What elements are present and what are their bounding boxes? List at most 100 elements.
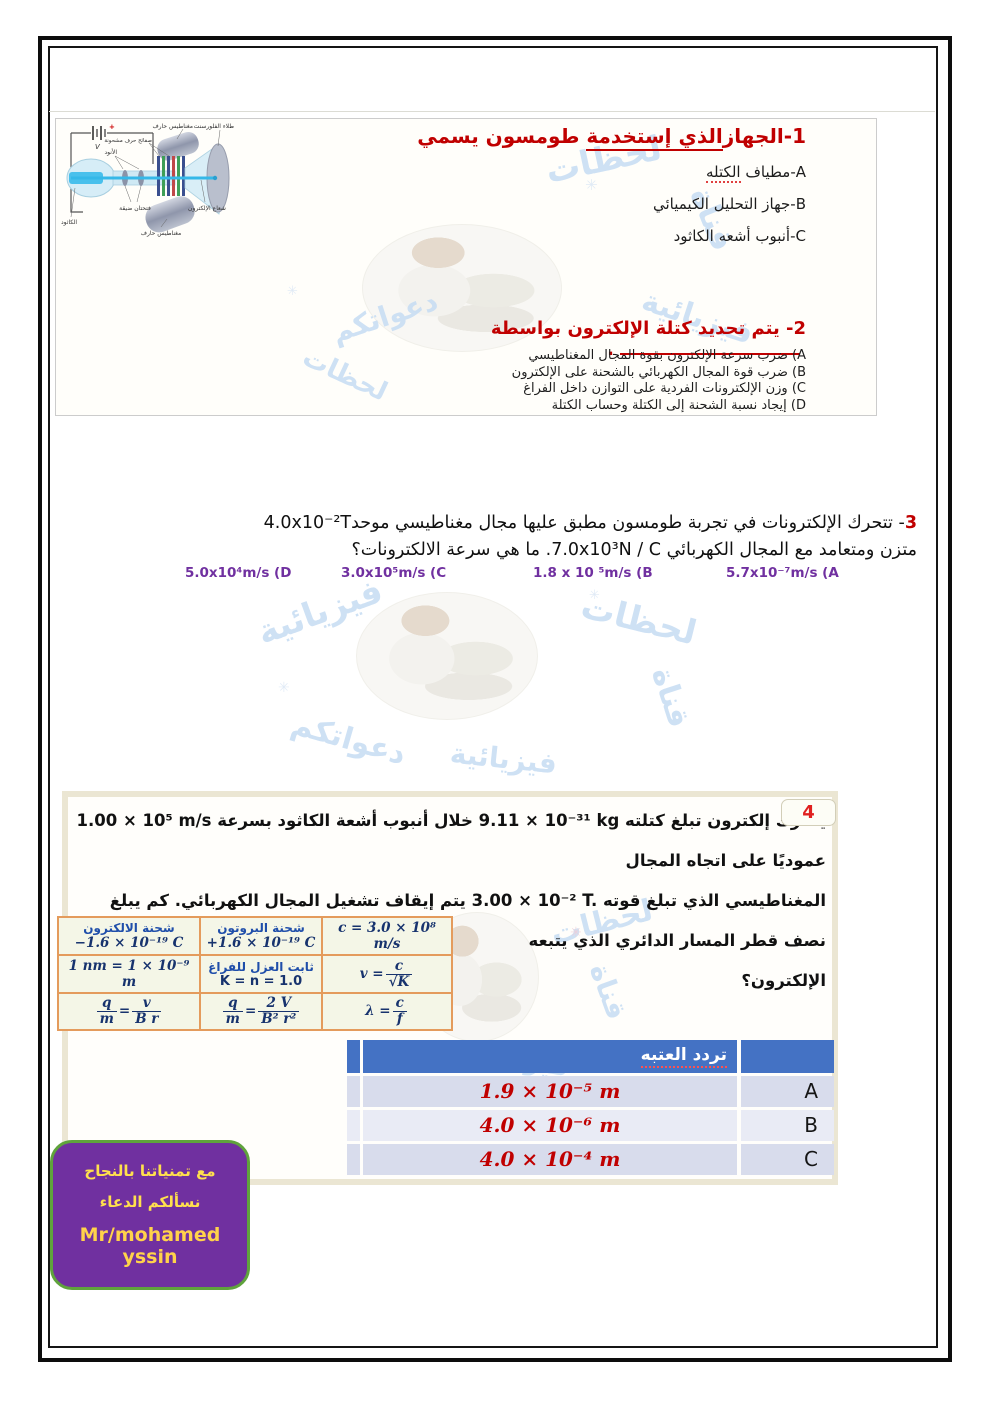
answer-table: تردد العتبه 1.9 × 10⁻⁵ m A 4.0 × 10⁻⁶ m … (347, 1040, 834, 1179)
answer-header-letter-col (741, 1040, 834, 1073)
c-num: c (392, 996, 407, 1012)
answer-value-c: 4.0 × 10⁻⁴ m (363, 1144, 737, 1175)
wishes-card: مع تمنياتنا بالنجاح نسألكم الدعاء Mr/moh… (50, 1140, 250, 1290)
q4-line2: المغناطيسي الذي تبلغ قوته ‪3.00 × 10⁻² T… (109, 891, 826, 950)
answer-header-spacer (347, 1040, 360, 1073)
nanometer-value: 1 nm = 1 × 10⁻⁹ m (68, 958, 190, 990)
nanometer-cell: 1 nm = 1 × 10⁻⁹ m (57, 954, 201, 994)
electron-charge-cell: شحنة الالكترون −1.6 × 10⁻¹⁹ C (57, 916, 201, 956)
f-den: f (396, 1011, 403, 1027)
q3-option-a: 5.7x10⁻⁷m/s (A (726, 565, 839, 581)
answer-row-spacer (347, 1144, 360, 1175)
battery-voltage-label: V (95, 143, 101, 151)
electron-charge-title: شحنة الالكترون (83, 921, 175, 935)
wavelength-formula-cell: λ = c f (321, 992, 453, 1031)
constants-table: شحنة الالكترون −1.6 × 10⁻¹⁹ C شحنة البرو… (57, 916, 453, 1031)
velocity-formula: v = c √K (359, 958, 414, 989)
wishes-line-1: مع تمنياتنا بالنجاح (84, 1162, 216, 1180)
label-leader-lines (70, 128, 221, 228)
electron-charge-value: −1.6 × 10⁻¹⁹ C (74, 935, 184, 951)
label-anode: الأنود (104, 148, 117, 156)
q3-option-c: 3.0x10⁵m/s (C (341, 565, 447, 581)
q3-option-b: 1.8 x 10 ⁵m/s (B (533, 565, 653, 581)
q2-options: A) ضرب سرعة الإلكترون بقوة المجال المغنا… (380, 348, 806, 414)
q2-title: 2- يتم تحديد كتلة الإلكترون بواسطة (490, 318, 806, 339)
b2r2-den: B² r² (261, 1011, 297, 1027)
q-num: q (222, 996, 243, 1012)
q2-option-c: C) وزن الإلكترونات الفردية على التوازن د… (523, 381, 806, 396)
answer-letter-b: B (741, 1110, 834, 1141)
dielectric-constant-value: K = n = 1.0 (219, 973, 303, 989)
v-equals: v = (359, 965, 384, 982)
answer-letter-a: A (741, 1076, 834, 1107)
q1-option-c: C-أنبوب أشعه الكاثود (420, 220, 806, 252)
divider-line (49, 111, 935, 112)
battery-wire-left (70, 133, 83, 213)
dielectric-constant-title: ثابت العزل للفراغ (208, 959, 314, 974)
q1-title-pre: 1-الجهاز (722, 124, 806, 148)
page-border-outer (38, 36, 952, 1362)
constants-row-2: 1 nm = 1 × 10⁻⁹ m ثابت العزل للفراغ K = … (57, 954, 453, 994)
beam-spot (212, 175, 218, 181)
qm-2v-formula-cell: q m = 2 V B² r² (199, 992, 323, 1031)
qm-br-formula-cell: q m = v B r (57, 992, 201, 1031)
dielectric-constant-cell: ثابت العزل للفراغ K = n = 1.0 (199, 954, 323, 994)
answer-row-spacer (347, 1076, 360, 1107)
proton-charge-cell: شحنة البروتون +1.6 × 10⁻¹⁹ C (199, 916, 323, 956)
label-charged-plates: صفائح حرف مشحونة (104, 138, 152, 144)
qm-br-formula: q m = v B r (95, 996, 164, 1027)
equals-sign: = (244, 1003, 257, 1019)
q4-question: يتحرك إلكترون تبلغ كتلته ‪9.11 × 10⁻³¹ k… (66, 801, 827, 1001)
q1-options: A-مطياف الكتله B-جهاز التحليل الكيميائي … (420, 156, 806, 252)
qm-2v-formula: q m = 2 V B² r² (221, 996, 302, 1027)
q-num: q (96, 996, 117, 1012)
constants-row-1: شحنة الالكترون −1.6 × 10⁻¹⁹ C شحنة البرو… (57, 916, 453, 956)
velocity-formula-cell: v = c √K (321, 954, 453, 994)
q4-line1: يتحرك إلكترون تبلغ كتلته ‪9.11 × 10⁻³¹ k… (76, 811, 827, 870)
page-border-inner (48, 46, 938, 1348)
bottom-magnet-cylinder (145, 196, 195, 233)
v-denominator: √K (388, 973, 410, 990)
q2-blank-line (620, 340, 800, 355)
q2-option-d: D) إيجاد نسبة الشحنة إلى الكتلة وحساب ال… (551, 397, 806, 413)
answer-header: تردد العتبه (363, 1040, 737, 1073)
q1-option-a-text: A-مطياف (740, 163, 806, 181)
q2-period: . (607, 339, 614, 360)
label-fluorescent-coating: طلاء الفلورسنت (194, 123, 235, 130)
answer-value-a: 1.9 × 10⁻⁵ m (363, 1076, 737, 1107)
label-cathode: الكاثود (61, 219, 77, 226)
q3-question: 3- تتحرك الإلكترونات في تجربة طومسون مطب… (55, 510, 917, 564)
label-deflecting-magnet-bottom: مغناطيس حارف (141, 230, 182, 237)
q1-option-b-text: B-جهاز التحليل الكيميائي (652, 195, 806, 213)
answer-letter-c: C (741, 1144, 834, 1175)
q1-option-a-underlined: الكتله (706, 163, 741, 183)
q3-line1-text: - تتحرك الإلكترونات في تجربة طومسون مطبق… (263, 513, 905, 533)
answer-value-b: 4.0 × 10⁻⁶ m (363, 1110, 737, 1141)
label-narrow-slits: فتحتان ضيقة (119, 205, 151, 212)
br-den: B r (135, 1011, 159, 1027)
q2-option-b: B) ضرب قوة المجال الكهربائي بالشحنة على … (511, 364, 806, 380)
answer-row-spacer (347, 1110, 360, 1141)
q1-option-a: A-مطياف الكتله (420, 156, 806, 188)
equals-sign: = (118, 1003, 131, 1019)
v-num: v (132, 996, 162, 1012)
q1-title-underlined: الذي إستخدمة (586, 124, 723, 151)
v-numerator: c (385, 958, 413, 975)
q3-number: 3 (904, 513, 917, 533)
label-electron-beam: شعاع الإلكترون (188, 205, 226, 212)
answer-header-text: تردد العتبه (640, 1045, 727, 1068)
q4-number-tab: 4 (781, 799, 836, 826)
q1-title-post: طومسون يسمي (417, 124, 587, 148)
speed-of-light-value: c = 3.0 × 10⁸ m/s (338, 920, 436, 952)
q3-option-d: 5.0x10⁴m/s (D (185, 565, 292, 581)
wavelength-formula: λ = c f (365, 996, 409, 1027)
q3-line2: متزن ومتعامد مع المجال الكهربائي 7.0x10³… (351, 540, 917, 560)
q2-title-row: 2- يتم تحديد كتلة الإلكترون بواسطة. (340, 318, 806, 360)
deflection-coil (157, 156, 185, 196)
teacher-name: Mr/mohamed yssin (79, 1224, 221, 1268)
m-den: m (99, 1011, 114, 1027)
q1-option-b: B-جهاز التحليل الكيميائي (420, 188, 806, 220)
constants-row-3: q m = v B r q m = 2 V B² r² λ = c f (57, 992, 453, 1031)
q4-line3: الإلكترون؟ (741, 971, 826, 990)
